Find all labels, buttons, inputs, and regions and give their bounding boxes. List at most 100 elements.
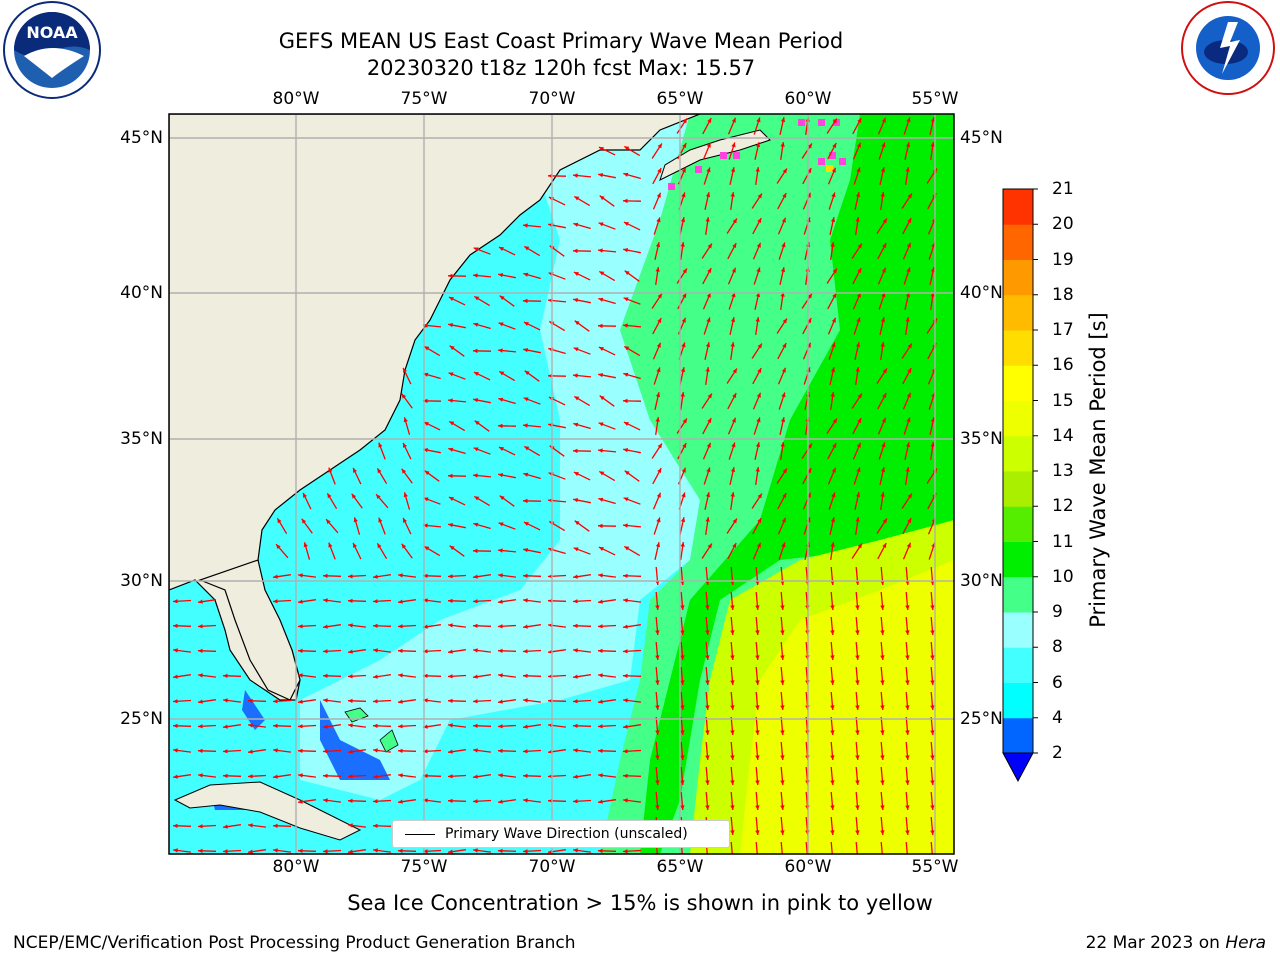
wave-arrow-head (598, 373, 603, 378)
wave-arrow-head (623, 573, 628, 578)
wave-arrow-head (348, 749, 353, 754)
wave-arrow-shaft (805, 841, 808, 854)
wave-arrow-head (880, 780, 885, 785)
lon-label-top: 55°W (911, 89, 959, 109)
wave-arrow-head (780, 730, 785, 735)
colorbar-tick-label: 13 (1052, 461, 1074, 481)
wave-arrow-head (780, 292, 785, 297)
wave-arrow-head (780, 780, 785, 785)
wave-arrow-head (248, 774, 253, 779)
wave-arrow-head (880, 467, 886, 473)
wave-arrow-head (198, 648, 203, 653)
wave-arrow-head (780, 267, 786, 273)
colorbar-tick-label: 18 (1052, 284, 1074, 305)
lat-label-right: 45°N (960, 128, 1003, 148)
wave-arrow-head (905, 167, 910, 172)
wave-arrow-head (930, 805, 935, 810)
wave-arrow-head (398, 673, 403, 678)
wave-arrow-head (303, 542, 308, 548)
wave-arrow-head (731, 142, 736, 148)
wave-arrow-head (348, 823, 353, 828)
wave-arrow-head (423, 673, 428, 678)
wave-arrow-head (498, 799, 503, 804)
wave-arrow-head (706, 467, 711, 473)
colorbar-segment (1003, 400, 1033, 437)
wave-arrow-head (731, 267, 736, 273)
wave-arrow-head (681, 492, 686, 498)
plot-title: GEFS MEAN US East Coast Primary Wave Mea… (278, 29, 844, 53)
wave-arrow-head (705, 517, 710, 522)
wave-arrow-head (523, 397, 529, 402)
wave-arrow-head (448, 447, 454, 452)
wave-arrow-head (301, 518, 307, 524)
wave-arrow-head (830, 680, 835, 685)
wave-arrow-head (598, 624, 603, 629)
footer-date: 22 Mar 2023 on Hera (1086, 933, 1266, 953)
wave-arrow-head (398, 573, 403, 578)
wave-arrow-head (401, 468, 407, 474)
wave-arrow-head (473, 247, 479, 252)
wave-arrow-head (707, 118, 712, 123)
wave-arrow-head (905, 655, 910, 660)
wave-arrow-head (298, 573, 303, 578)
wave-arrow-head (681, 192, 686, 198)
wave-arrow-head (473, 322, 479, 327)
wave-arrow-head (573, 623, 578, 628)
wave-arrow-head (398, 699, 403, 704)
wave-arrow-head (707, 243, 712, 249)
wave-arrow-head (830, 392, 835, 397)
lon-label-top: 80°W (272, 89, 320, 109)
wave-arrow-head (705, 367, 710, 372)
wave-arrow-head (423, 773, 428, 778)
colorbar-tick-label: 16 (1052, 355, 1074, 376)
wave-arrow-head (498, 322, 504, 327)
wave-arrow-head (780, 830, 785, 835)
wave-arrow-head (832, 418, 837, 424)
wave-arrow-head (574, 320, 580, 326)
wave-arrow-head (781, 517, 786, 523)
wave-arrow-head (730, 805, 735, 810)
wave-arrow-head (523, 573, 528, 578)
wave-arrow-head (398, 799, 403, 804)
wave-arrow-head (623, 523, 628, 528)
wave-arrow-head (831, 492, 836, 498)
wave-arrow-head (498, 648, 503, 653)
wave-arrow-head (780, 117, 786, 123)
wave-arrow-head (930, 267, 936, 273)
wave-arrow-head (523, 423, 528, 428)
wave-arrow-shaft (755, 841, 758, 854)
wave-arrow-head (323, 673, 328, 678)
wave-arrow-head (655, 630, 660, 635)
wave-arrow-head (373, 848, 378, 853)
wave-arrow-head (730, 317, 736, 323)
wave-arrow-head (706, 292, 711, 298)
wave-arrow-head (755, 630, 760, 635)
wave-arrow-head (298, 599, 303, 604)
wave-arrow-head (680, 755, 685, 760)
wave-arrow-head (273, 574, 278, 579)
wave-arrow-head (705, 755, 710, 760)
wave-arrow-head (905, 730, 910, 735)
wave-arrow-head (298, 799, 303, 804)
wave-arrow-head (782, 193, 787, 198)
wave-arrow-shaft (930, 841, 933, 854)
wave-arrow-head (680, 780, 685, 785)
wave-arrow-head (473, 473, 478, 478)
wave-arrow-head (598, 147, 604, 151)
wave-arrow-head (855, 780, 860, 785)
wave-arrow-head (781, 542, 786, 548)
wave-arrow-head (755, 805, 760, 810)
wave-arrow-head (248, 823, 253, 828)
wave-arrow-head (730, 167, 736, 173)
wave-arrow-head (524, 446, 530, 451)
wave-arrow-head (707, 418, 712, 423)
land-nova-scotia (659, 129, 771, 181)
wave-arrow-head (449, 345, 455, 351)
wave-arrow-head (656, 192, 661, 198)
wave-arrow-head (473, 447, 479, 452)
wave-arrow-head (930, 730, 935, 735)
wave-arrow-head (448, 623, 453, 628)
wave-arrow-head (403, 367, 407, 373)
wave-arrow-head (730, 342, 735, 347)
colorbar-extension (1002, 752, 1034, 783)
